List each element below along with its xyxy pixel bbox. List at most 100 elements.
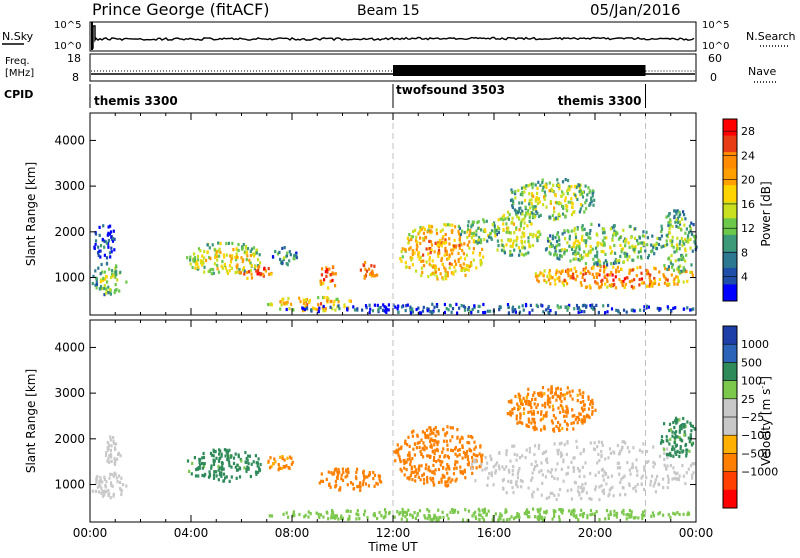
power-cell <box>311 306 314 310</box>
power-cell <box>547 306 550 310</box>
velocity-cell <box>222 472 226 476</box>
power-cell <box>666 243 669 247</box>
power-cell <box>98 249 101 253</box>
power-cell <box>505 230 508 234</box>
velocity-cell <box>592 447 596 451</box>
power-cell <box>595 303 598 307</box>
velocity-cell <box>446 465 449 469</box>
velocity-cell <box>630 515 633 519</box>
velocity-cell <box>465 449 469 454</box>
velocity-cell <box>630 513 633 517</box>
velocity-cell <box>454 452 457 456</box>
power-cell <box>506 216 509 220</box>
power-cell <box>530 201 533 206</box>
velocity-cell <box>404 510 407 514</box>
velocity-cell <box>678 435 681 440</box>
power-cell <box>532 214 535 219</box>
velocity-cell <box>396 449 399 453</box>
velocity-cell <box>643 465 646 469</box>
power-cell <box>675 275 678 279</box>
velocity-cell <box>100 487 103 491</box>
power-cbar-label: Power [dB] <box>759 181 773 246</box>
velocity-cell <box>215 470 218 474</box>
power-cell <box>511 244 514 249</box>
velocity-cell <box>112 494 115 498</box>
velocity-cell <box>396 443 399 447</box>
power-cell <box>616 231 619 235</box>
power-cell <box>676 282 679 286</box>
power-cell <box>587 186 590 190</box>
power-cell <box>387 303 390 307</box>
power-cell <box>689 270 692 274</box>
velocity-cell <box>334 479 337 483</box>
velocity-cell <box>254 454 257 458</box>
power-cell <box>459 241 462 245</box>
velocity-cell <box>246 465 249 469</box>
power-cell <box>655 241 658 245</box>
power-cell <box>549 242 553 246</box>
power-cell <box>608 273 611 277</box>
power-cell <box>620 247 623 252</box>
power-cell <box>331 278 334 283</box>
power-cell <box>680 257 683 262</box>
power-cell <box>408 247 411 251</box>
velocity-cell <box>406 458 409 462</box>
velocity-cell <box>565 405 568 409</box>
velocity-cell <box>120 489 123 493</box>
velocity-cell <box>616 466 619 470</box>
velocity-cell <box>509 400 512 404</box>
velocity-cell <box>613 509 616 513</box>
power-cell <box>526 212 529 216</box>
power-cell <box>593 198 596 202</box>
power-cell <box>394 305 397 309</box>
power-cell <box>671 225 674 229</box>
velocity-cell <box>573 414 576 418</box>
power-cell <box>625 252 629 256</box>
velocity-cell <box>245 456 248 461</box>
power-cell <box>682 307 685 311</box>
power-cell <box>560 271 563 275</box>
power-cell <box>604 252 607 256</box>
power-cell <box>514 310 517 314</box>
power-cell <box>444 274 447 278</box>
velocity-cell <box>561 393 565 397</box>
velocity-cell <box>509 410 512 414</box>
power-cell <box>557 212 560 216</box>
power-cell <box>249 249 252 253</box>
velocity-cell <box>396 510 399 514</box>
velocity-cell <box>545 414 548 418</box>
velocity-cell <box>335 483 338 487</box>
velocity-cell <box>467 463 470 467</box>
power-cell <box>400 259 403 263</box>
velocity-cell <box>495 461 499 465</box>
velocity-cell <box>543 414 546 418</box>
velocity-cell <box>577 485 580 489</box>
power-cell <box>568 237 571 241</box>
power-cell <box>228 264 232 268</box>
velocity-cell <box>378 474 382 478</box>
velocity-cell <box>405 460 408 464</box>
velocity-cell <box>303 515 306 519</box>
velocity-cell <box>404 440 407 444</box>
velocity-cell <box>459 438 462 442</box>
power-cell <box>517 246 521 250</box>
power-cell <box>662 273 665 277</box>
power-cell <box>577 239 580 243</box>
power-cell <box>623 251 626 255</box>
power-cell <box>412 249 415 253</box>
velocity-cell <box>367 484 370 488</box>
velocity-cell <box>525 395 528 400</box>
velocity-cell <box>395 451 398 455</box>
power-cell <box>589 286 592 290</box>
power-cell <box>655 247 659 251</box>
velocity-cell <box>108 460 111 464</box>
power-cell <box>118 289 121 293</box>
power-cell <box>581 204 584 208</box>
power-cell <box>590 198 593 202</box>
velocity-cell <box>652 465 655 469</box>
power-cell <box>462 304 465 308</box>
power-cell <box>434 270 438 274</box>
velocity-cell <box>516 421 519 425</box>
power-cell <box>575 195 578 199</box>
power-cell <box>432 271 435 275</box>
